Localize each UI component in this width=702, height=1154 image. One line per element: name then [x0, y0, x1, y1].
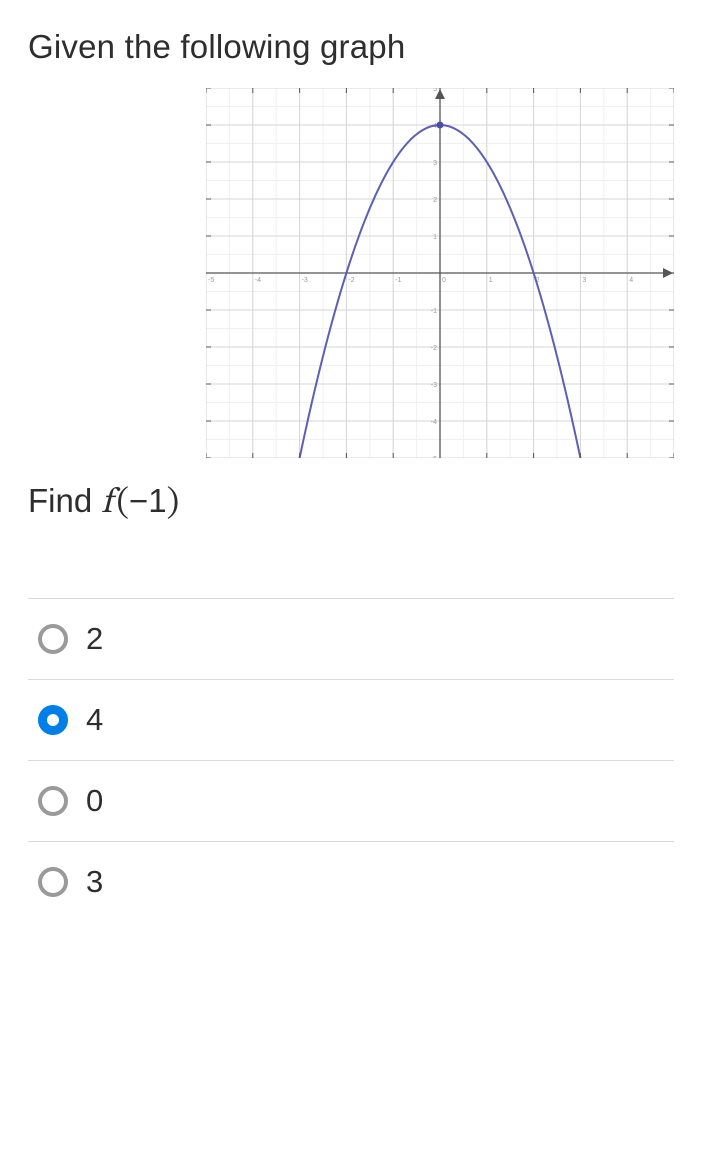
- svg-text:3: 3: [433, 160, 437, 167]
- svg-text:-1: -1: [395, 277, 401, 284]
- svg-text:-2: -2: [348, 277, 354, 284]
- radio-button[interactable]: [38, 624, 68, 654]
- radio-button[interactable]: [38, 867, 68, 897]
- svg-text:1: 1: [489, 277, 493, 284]
- option-label: 4: [86, 702, 103, 738]
- svg-text:-1: -1: [431, 308, 437, 315]
- question-close-paren: ): [167, 486, 180, 521]
- option-row[interactable]: 0: [28, 760, 674, 841]
- svg-text:-3: -3: [431, 382, 437, 389]
- answer-options: 2 4 0 3: [28, 598, 674, 922]
- option-row[interactable]: 3: [28, 841, 674, 922]
- radio-button[interactable]: [38, 786, 68, 816]
- svg-text:-5: -5: [208, 277, 214, 284]
- question-open-paren: (: [117, 486, 130, 521]
- question-prefix: Find: [28, 482, 101, 519]
- svg-text:-5: -5: [431, 456, 437, 458]
- option-label: 3: [86, 864, 103, 900]
- svg-text:-4: -4: [431, 419, 437, 426]
- svg-text:2: 2: [433, 197, 437, 204]
- option-label: 2: [86, 621, 103, 657]
- question-text: Find f (−1): [28, 482, 674, 526]
- svg-text:-4: -4: [255, 277, 261, 284]
- svg-text:1: 1: [433, 234, 437, 241]
- question-arg: −1: [129, 482, 167, 519]
- graph-container: -5-4-3-2-1012345-5-4-3-2-112345: [28, 88, 674, 458]
- svg-text:0: 0: [442, 277, 446, 284]
- option-row[interactable]: 2: [28, 598, 674, 679]
- question-func: f: [101, 486, 112, 521]
- svg-text:5: 5: [433, 88, 437, 93]
- svg-text:-3: -3: [302, 277, 308, 284]
- intro-text: Given the following graph: [28, 28, 674, 66]
- svg-text:3: 3: [582, 277, 586, 284]
- svg-text:-2: -2: [431, 345, 437, 352]
- radio-button[interactable]: [38, 705, 68, 735]
- svg-text:4: 4: [629, 277, 633, 284]
- option-label: 0: [86, 783, 103, 819]
- option-row[interactable]: 4: [28, 679, 674, 760]
- graph-parabola: -5-4-3-2-1012345-5-4-3-2-112345: [206, 88, 674, 458]
